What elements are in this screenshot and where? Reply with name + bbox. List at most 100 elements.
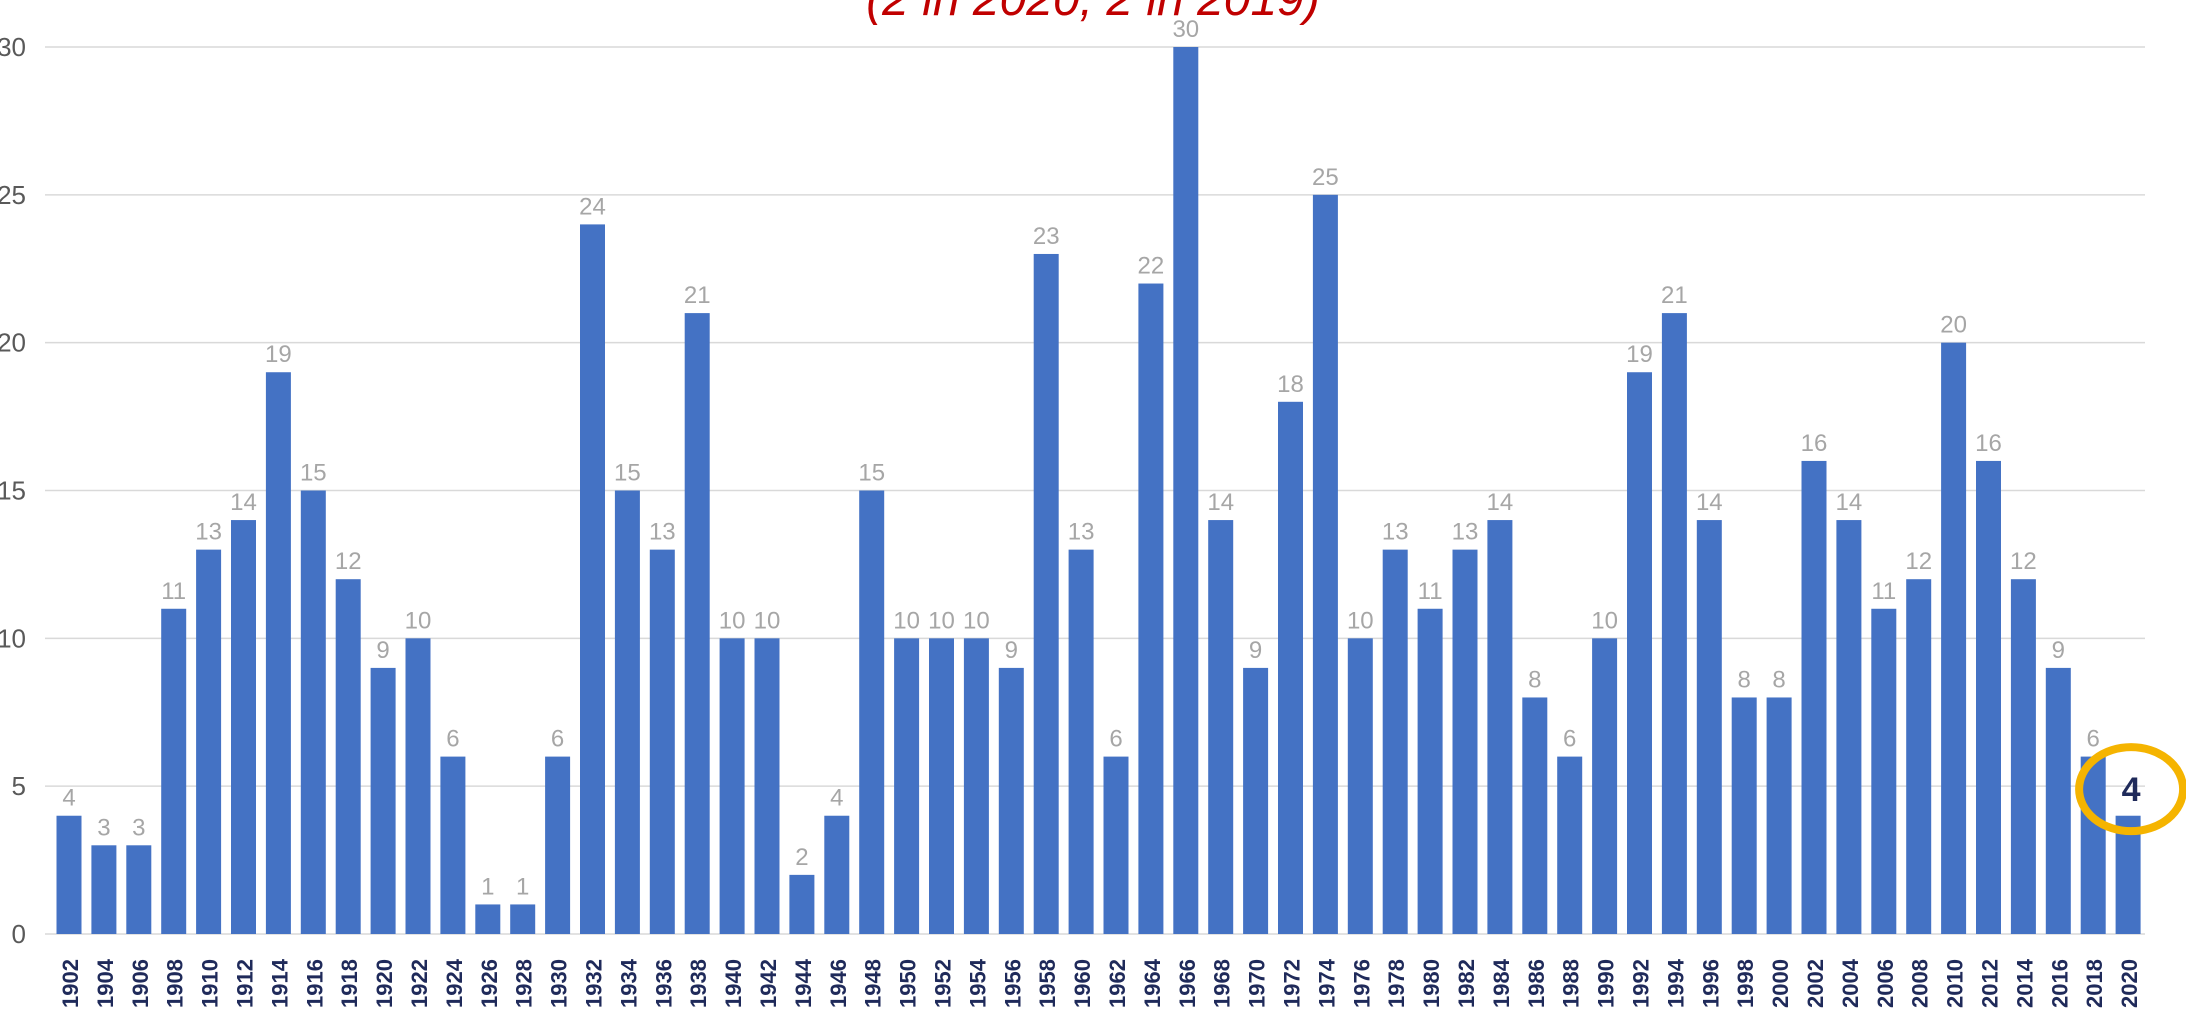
bar [475, 904, 501, 934]
bars [56, 47, 2141, 935]
x-tick-label: 1908 [163, 959, 188, 1008]
data-label: 30 [1172, 16, 1199, 43]
x-tick-label: 1940 [721, 959, 746, 1008]
data-label: 25 [1312, 164, 1339, 191]
data-label: 12 [1905, 548, 1932, 575]
data-label: 1 [481, 873, 494, 900]
data-label: 15 [300, 460, 327, 487]
x-tick-label: 2000 [1768, 959, 1793, 1008]
bar [196, 549, 222, 934]
x-tick-label: 1996 [1698, 959, 1723, 1008]
x-tick-label: 1910 [198, 959, 223, 1008]
data-label: 6 [551, 726, 564, 753]
data-label: 8 [1772, 666, 1785, 693]
x-tick-label: 1924 [442, 958, 467, 1008]
x-tick-label: 1922 [407, 959, 432, 1008]
data-label: 10 [405, 607, 432, 634]
bar [1033, 253, 1059, 934]
x-tick-label: 1990 [1594, 959, 1619, 1008]
bar [1906, 579, 1932, 934]
bar [1836, 520, 1862, 934]
data-label: 9 [1249, 637, 1262, 664]
bar [719, 638, 745, 934]
bar [1278, 401, 1303, 934]
y-tick-label: 20 [0, 328, 26, 358]
bar [1871, 608, 1897, 934]
x-tick-label: 2010 [1943, 959, 1968, 1008]
bar [1661, 313, 1687, 935]
x-tick-label: 1948 [861, 959, 886, 1008]
data-label: 3 [97, 814, 110, 841]
bar [1452, 549, 1478, 934]
data-label: 23 [1033, 223, 1060, 250]
x-tick-label: 1930 [547, 959, 572, 1008]
bar [754, 638, 780, 934]
bar [1312, 194, 1338, 935]
data-label: 2 [795, 844, 808, 871]
x-tick-label: 2018 [2082, 959, 2107, 1008]
bar [1766, 697, 1792, 934]
y-axis-ticks: 0 5 10 15 20 25 30 [0, 32, 26, 949]
bar [2080, 756, 2106, 934]
data-label: 9 [2052, 637, 2065, 664]
y-tick-label: 0 [12, 919, 26, 949]
data-label: 16 [1801, 430, 1828, 457]
data-label: 10 [1347, 607, 1374, 634]
bar [440, 756, 466, 934]
y-tick-label: 30 [0, 32, 26, 62]
x-tick-label: 1962 [1105, 959, 1130, 1008]
data-label: 12 [2010, 548, 2037, 575]
data-label: 3 [132, 814, 145, 841]
data-label: 18 [1277, 371, 1304, 398]
data-label: 15 [614, 460, 641, 487]
data-label: 21 [684, 282, 711, 309]
data-label: 13 [1068, 519, 1095, 546]
data-label: 19 [265, 341, 292, 368]
x-tick-label: 1994 [1663, 958, 1688, 1008]
y-tick-label: 5 [12, 771, 26, 801]
x-tick-label: 1918 [337, 959, 362, 1008]
data-label: 8 [1528, 666, 1541, 693]
bar [1347, 638, 1373, 934]
x-tick-label: 1936 [651, 959, 676, 1008]
x-tick-label: 1970 [1245, 959, 1270, 1008]
data-label: 6 [446, 726, 459, 753]
x-tick-label: 1998 [1733, 959, 1758, 1008]
bar [2010, 579, 2036, 934]
bar [2045, 667, 2071, 934]
bar [370, 667, 396, 934]
bar [1557, 756, 1583, 934]
x-tick-label: 2006 [1873, 959, 1898, 1008]
x-tick-label: 1986 [1524, 959, 1549, 1008]
data-label: 14 [1836, 489, 1863, 516]
x-tick-label: 1942 [756, 959, 781, 1008]
data-label: 11 [1418, 578, 1443, 605]
bar [1592, 638, 1618, 934]
x-tick-label: 1920 [372, 959, 397, 1008]
data-label: 10 [893, 607, 920, 634]
data-label: 10 [963, 607, 990, 634]
x-tick-label: 1944 [791, 958, 816, 1008]
x-tick-label: 1992 [1629, 959, 1654, 1008]
bar [1173, 47, 1199, 934]
data-label: 14 [230, 489, 257, 516]
highlight: 4 [2075, 743, 2186, 836]
x-tick-label: 1950 [896, 959, 921, 1008]
x-tick-label: 1982 [1454, 959, 1479, 1008]
data-label: 4 [62, 785, 75, 812]
bar [1941, 342, 1967, 935]
x-tick-label: 1932 [582, 959, 607, 1008]
bar [1208, 520, 1234, 934]
bar [1103, 756, 1129, 934]
bar [789, 874, 815, 934]
bar [126, 845, 152, 934]
x-tick-label: 2016 [2047, 959, 2072, 1008]
data-label: 11 [161, 578, 186, 605]
bar [929, 638, 954, 934]
bar [231, 520, 256, 934]
data-label: 13 [1382, 519, 1409, 546]
data-label: 9 [376, 637, 389, 664]
